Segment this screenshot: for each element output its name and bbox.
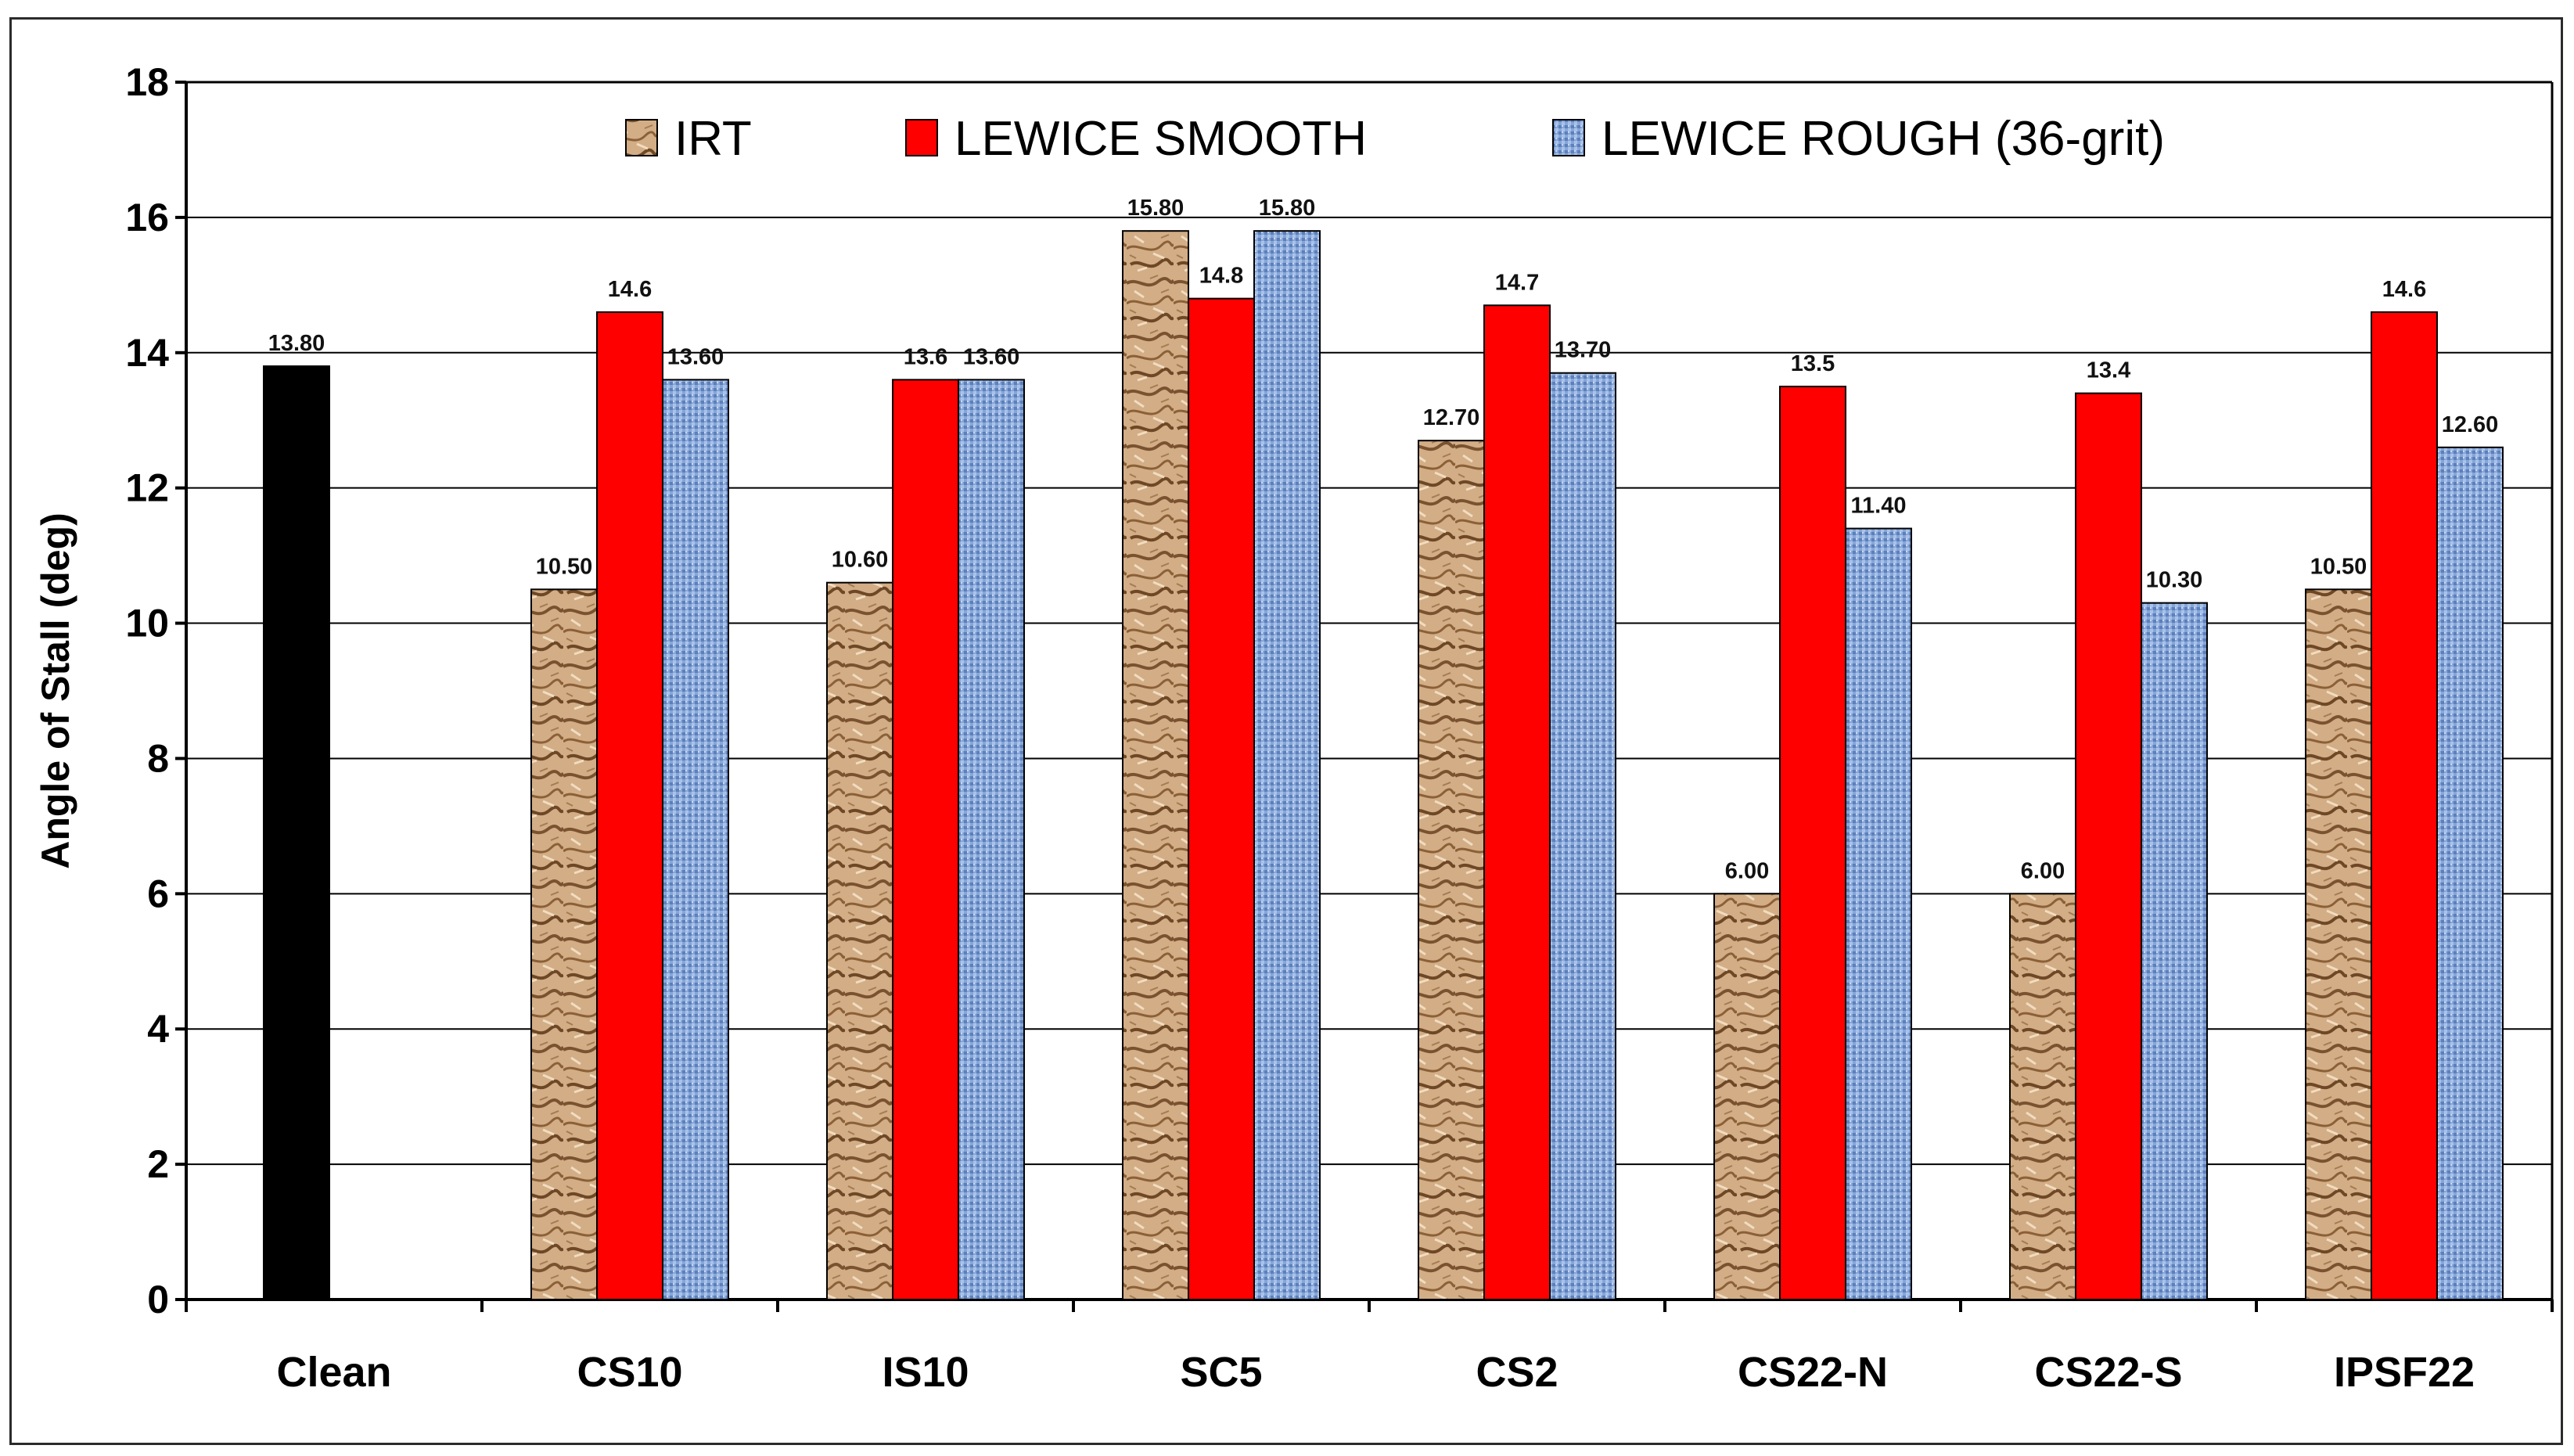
data-label-lewice-rough: 15.80 bbox=[1259, 196, 1316, 221]
data-label-clean: 13.80 bbox=[268, 331, 325, 356]
bar-lewice-smooth-sc5 bbox=[1188, 297, 1255, 1301]
data-label-lewice-smooth: 13.4 bbox=[2087, 358, 2130, 383]
y-axis: 0 2 4 6 8 10 12 14 16 18 bbox=[125, 60, 188, 1321]
x-tick-label: SC5 bbox=[1180, 1349, 1262, 1396]
bar-lewice-rough-ipsf22 bbox=[2436, 446, 2504, 1300]
data-label-irt: 12.70 bbox=[1423, 405, 1480, 430]
bar-irt-cs22-s bbox=[2009, 893, 2076, 1301]
bar-lewice-smooth-ipsf22 bbox=[2371, 311, 2438, 1300]
data-label-lewice-smooth: 14.7 bbox=[1495, 270, 1539, 295]
y-tick-label: 6 bbox=[147, 872, 169, 915]
data-label-lewice-smooth: 14.8 bbox=[1199, 264, 1243, 289]
y-tick-label: 18 bbox=[125, 60, 169, 104]
bar-lewice-smooth-cs2 bbox=[1483, 304, 1551, 1300]
bar-irt-cs22-n bbox=[1713, 893, 1781, 1301]
x-tick-label: CS22-N bbox=[1738, 1349, 1888, 1396]
y-tick-label: 2 bbox=[147, 1142, 169, 1186]
x-tick-label: CS10 bbox=[577, 1349, 682, 1396]
data-label-irt: 6.00 bbox=[1725, 858, 1769, 883]
bar-lewice-smooth-cs22-s bbox=[2075, 392, 2142, 1301]
legend-label-lewice-rough: LEWICE ROUGH (36-grit) bbox=[1602, 112, 2165, 166]
legend-label-lewice-smooth: LEWICE SMOOTH bbox=[954, 112, 1367, 166]
data-label-lewice-smooth: 13.6 bbox=[904, 344, 947, 369]
data-label-lewice-rough: 13.60 bbox=[963, 344, 1020, 369]
bar-lewice-rough-cs10 bbox=[662, 379, 729, 1300]
data-label-lewice-smooth: 13.5 bbox=[1791, 351, 1835, 376]
x-tick-label: CS22-S bbox=[2034, 1349, 2182, 1396]
y-tick-label: 8 bbox=[147, 736, 169, 780]
legend-item-lewice-rough: LEWICE ROUGH (36-grit) bbox=[1552, 112, 2165, 166]
legend-label-irt: IRT bbox=[674, 112, 752, 166]
x-tick-label: CS2 bbox=[1476, 1349, 1558, 1396]
data-label-irt: 10.50 bbox=[2310, 554, 2367, 579]
data-labels-group: 13.80 10.50 10.60 15.80 12.70 6.00 6.00 10.50 14… bbox=[268, 196, 2499, 883]
data-label-lewice-smooth: 14.6 bbox=[2382, 277, 2426, 302]
bar-clean bbox=[263, 365, 330, 1301]
bar-lewice-smooth-cs22-n bbox=[1779, 386, 1846, 1300]
bar-irt-cs2 bbox=[1418, 440, 1485, 1301]
bar-lewice-rough-cs22-s bbox=[2141, 602, 2208, 1300]
legend-item-irt: IRT bbox=[625, 112, 752, 166]
bar-irt-sc5 bbox=[1122, 230, 1189, 1301]
bar-lewice-rough-is10 bbox=[958, 379, 1025, 1300]
data-label-irt: 10.50 bbox=[536, 554, 593, 579]
data-label-lewice-rough: 10.30 bbox=[2146, 568, 2203, 593]
data-label-lewice-rough: 12.60 bbox=[2442, 412, 2499, 437]
legend-item-lewice-smooth: LEWICE SMOOTH bbox=[905, 112, 1367, 166]
data-label-lewice-rough: 13.70 bbox=[1555, 338, 1612, 363]
y-axis-title: Angle of Stall (deg) bbox=[34, 512, 77, 869]
y-tick-label: 4 bbox=[147, 1007, 169, 1051]
y-tick-label: 14 bbox=[125, 331, 169, 375]
legend-swatch-irt bbox=[625, 119, 658, 156]
bar-lewice-rough-sc5 bbox=[1253, 230, 1321, 1301]
data-label-irt: 6.00 bbox=[2021, 858, 2065, 883]
legend-swatch-lewice-smooth bbox=[905, 119, 938, 156]
bar-lewice-smooth-cs10 bbox=[596, 311, 663, 1300]
bar-irt-is10 bbox=[826, 581, 893, 1300]
data-label-lewice-rough: 11.40 bbox=[1851, 494, 1907, 519]
bars-group bbox=[263, 230, 2504, 1301]
bar-irt-cs10 bbox=[530, 588, 598, 1300]
bar-lewice-rough-cs22-n bbox=[1845, 527, 1912, 1300]
legend: IRT LEWICE SMOOTH LEWICE ROUGH (36-grit) bbox=[625, 112, 2165, 166]
y-tick-label: 0 bbox=[147, 1278, 169, 1321]
data-label-lewice-smooth: 14.6 bbox=[608, 277, 652, 302]
bar-irt-ipsf22 bbox=[2305, 588, 2372, 1300]
bar-lewice-rough-cs2 bbox=[1549, 372, 1616, 1301]
legend-swatch-lewice-rough bbox=[1552, 119, 1585, 156]
data-label-irt: 10.60 bbox=[832, 548, 889, 573]
data-label-lewice-rough: 13.60 bbox=[667, 344, 724, 369]
y-tick-label: 10 bbox=[125, 602, 169, 645]
y-tick-label: 16 bbox=[125, 196, 169, 239]
data-label-irt: 15.80 bbox=[1127, 196, 1185, 221]
x-tick-label: IPSF22 bbox=[2334, 1349, 2475, 1396]
x-tick-label: IS10 bbox=[882, 1349, 969, 1396]
x-axis: Clean CS10 IS10 SC5 CS2 CS22-N CS22-S IPSF22 bbox=[185, 1298, 2554, 1396]
y-tick-label: 12 bbox=[125, 466, 169, 510]
x-tick-label: Clean bbox=[276, 1349, 391, 1396]
bar-lewice-smooth-is10 bbox=[892, 379, 959, 1300]
